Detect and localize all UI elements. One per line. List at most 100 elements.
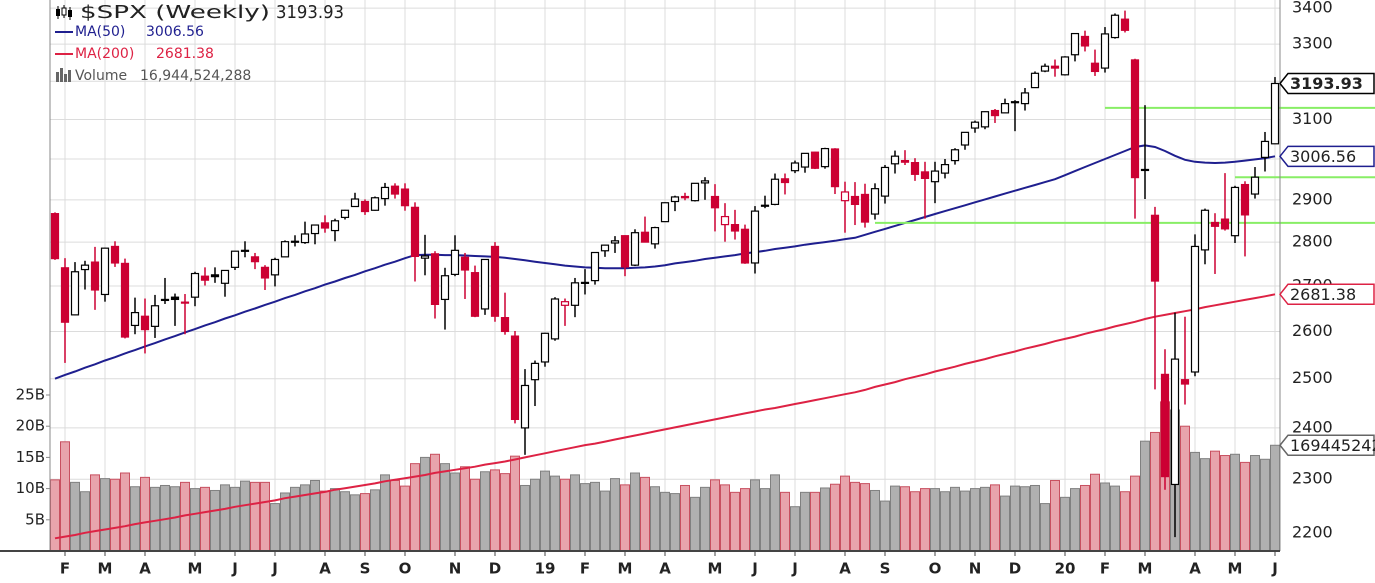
volume-bar	[730, 491, 740, 552]
candle-body	[700, 180, 710, 184]
y-tick-label: 2400	[1292, 417, 1333, 436]
candle-body	[1050, 65, 1060, 69]
volume-bar	[1050, 479, 1060, 552]
volume-bar	[790, 506, 800, 552]
volume-bar	[400, 485, 410, 552]
volume-bar	[460, 466, 470, 552]
volume-bar	[440, 463, 450, 552]
candle-body	[660, 202, 670, 223]
volume-bar	[560, 478, 570, 552]
candle-body	[160, 298, 170, 302]
candle-body	[100, 247, 110, 296]
x-tick-label: A	[319, 560, 331, 578]
price-tag-label: 3193.93	[1290, 74, 1363, 93]
candle-body	[1060, 56, 1070, 76]
x-tick-label: M	[1138, 560, 1153, 578]
candle-body	[1200, 209, 1210, 251]
candle-body	[860, 193, 870, 223]
candle-body	[810, 151, 820, 169]
volume-bar	[110, 478, 120, 552]
volume-bar	[630, 472, 640, 552]
candle-body	[920, 171, 930, 180]
candle-body	[1070, 32, 1080, 56]
x-tick-label: F	[1100, 560, 1110, 578]
candle-body	[1180, 379, 1190, 385]
candle-body	[300, 233, 310, 244]
volume-bar	[640, 476, 650, 552]
volume-bar	[570, 474, 580, 552]
volume-bar	[690, 496, 700, 552]
candle-body	[980, 111, 990, 128]
volume-bar	[1020, 486, 1030, 552]
volume-bar	[1220, 455, 1230, 552]
candle-body	[190, 272, 200, 298]
candle-body	[310, 224, 320, 235]
candle-body	[460, 256, 470, 271]
volume-bar	[520, 484, 530, 552]
ma-tag-box	[1279, 283, 1375, 306]
candle-body	[590, 251, 600, 282]
volume-bar	[1250, 455, 1260, 552]
candle-body	[440, 275, 450, 301]
y-tick-label: 2200	[1292, 522, 1333, 541]
candle-body	[210, 274, 220, 278]
candle-body	[560, 301, 570, 306]
volume-bar	[700, 486, 710, 552]
candle-body	[990, 109, 1000, 117]
candle-body	[430, 253, 440, 306]
volume-bar	[580, 483, 590, 552]
volume-bar	[940, 491, 950, 552]
candle-body	[420, 255, 430, 259]
volume-bar	[1000, 495, 1010, 552]
volume-bar	[380, 474, 390, 552]
candle-body	[110, 245, 120, 264]
volume-bar	[270, 503, 280, 552]
candle-body	[1240, 183, 1250, 216]
volume-bar	[1180, 425, 1190, 552]
volume-bar	[260, 481, 270, 552]
volume-bar	[230, 486, 240, 552]
candle-body	[290, 240, 300, 243]
volume-bar	[200, 486, 210, 552]
volume-bar	[90, 474, 100, 552]
volume-bar	[140, 476, 150, 552]
candle-body	[540, 332, 550, 363]
volume-bar	[810, 491, 820, 552]
volume-bar	[120, 472, 130, 552]
volume-bar	[670, 493, 680, 552]
candle-body	[600, 244, 610, 252]
volume-bar	[1230, 453, 1240, 552]
x-tick-label: J	[231, 560, 238, 578]
candle-body	[830, 148, 840, 188]
x-tick-label: 20	[1055, 560, 1076, 578]
volume-bar	[1270, 444, 1280, 552]
candle-body	[450, 249, 460, 276]
candle-body	[250, 256, 260, 263]
ma-tag-label: 2681.38	[1290, 285, 1356, 304]
candle-body	[1090, 62, 1100, 73]
ma-tag-box	[1279, 145, 1375, 168]
candle-body	[1120, 18, 1130, 31]
volume-bar	[100, 478, 110, 552]
candle-body	[1080, 35, 1090, 47]
legend-ma50-name: MA(50)	[75, 24, 125, 40]
volume-bar	[870, 489, 880, 552]
candle-body	[390, 185, 400, 195]
candle-body	[360, 200, 370, 213]
y-tick-label: 2600	[1292, 321, 1333, 340]
volume-bar	[1260, 458, 1270, 552]
volume-bar	[880, 500, 890, 552]
candle-body	[510, 335, 520, 421]
candle-body	[580, 281, 590, 284]
ma-line	[54, 144, 1276, 380]
volume-bar	[840, 475, 850, 552]
x-tick-label: M	[1228, 560, 1243, 578]
price-icon	[56, 5, 72, 20]
ma-line	[54, 293, 1276, 540]
volume-bar	[490, 469, 500, 552]
volume-bar	[500, 473, 510, 552]
candle-body	[940, 164, 950, 174]
volume-bar	[590, 481, 600, 552]
y2-tick-label: 25B	[16, 385, 45, 403]
candle-body	[1150, 214, 1160, 282]
